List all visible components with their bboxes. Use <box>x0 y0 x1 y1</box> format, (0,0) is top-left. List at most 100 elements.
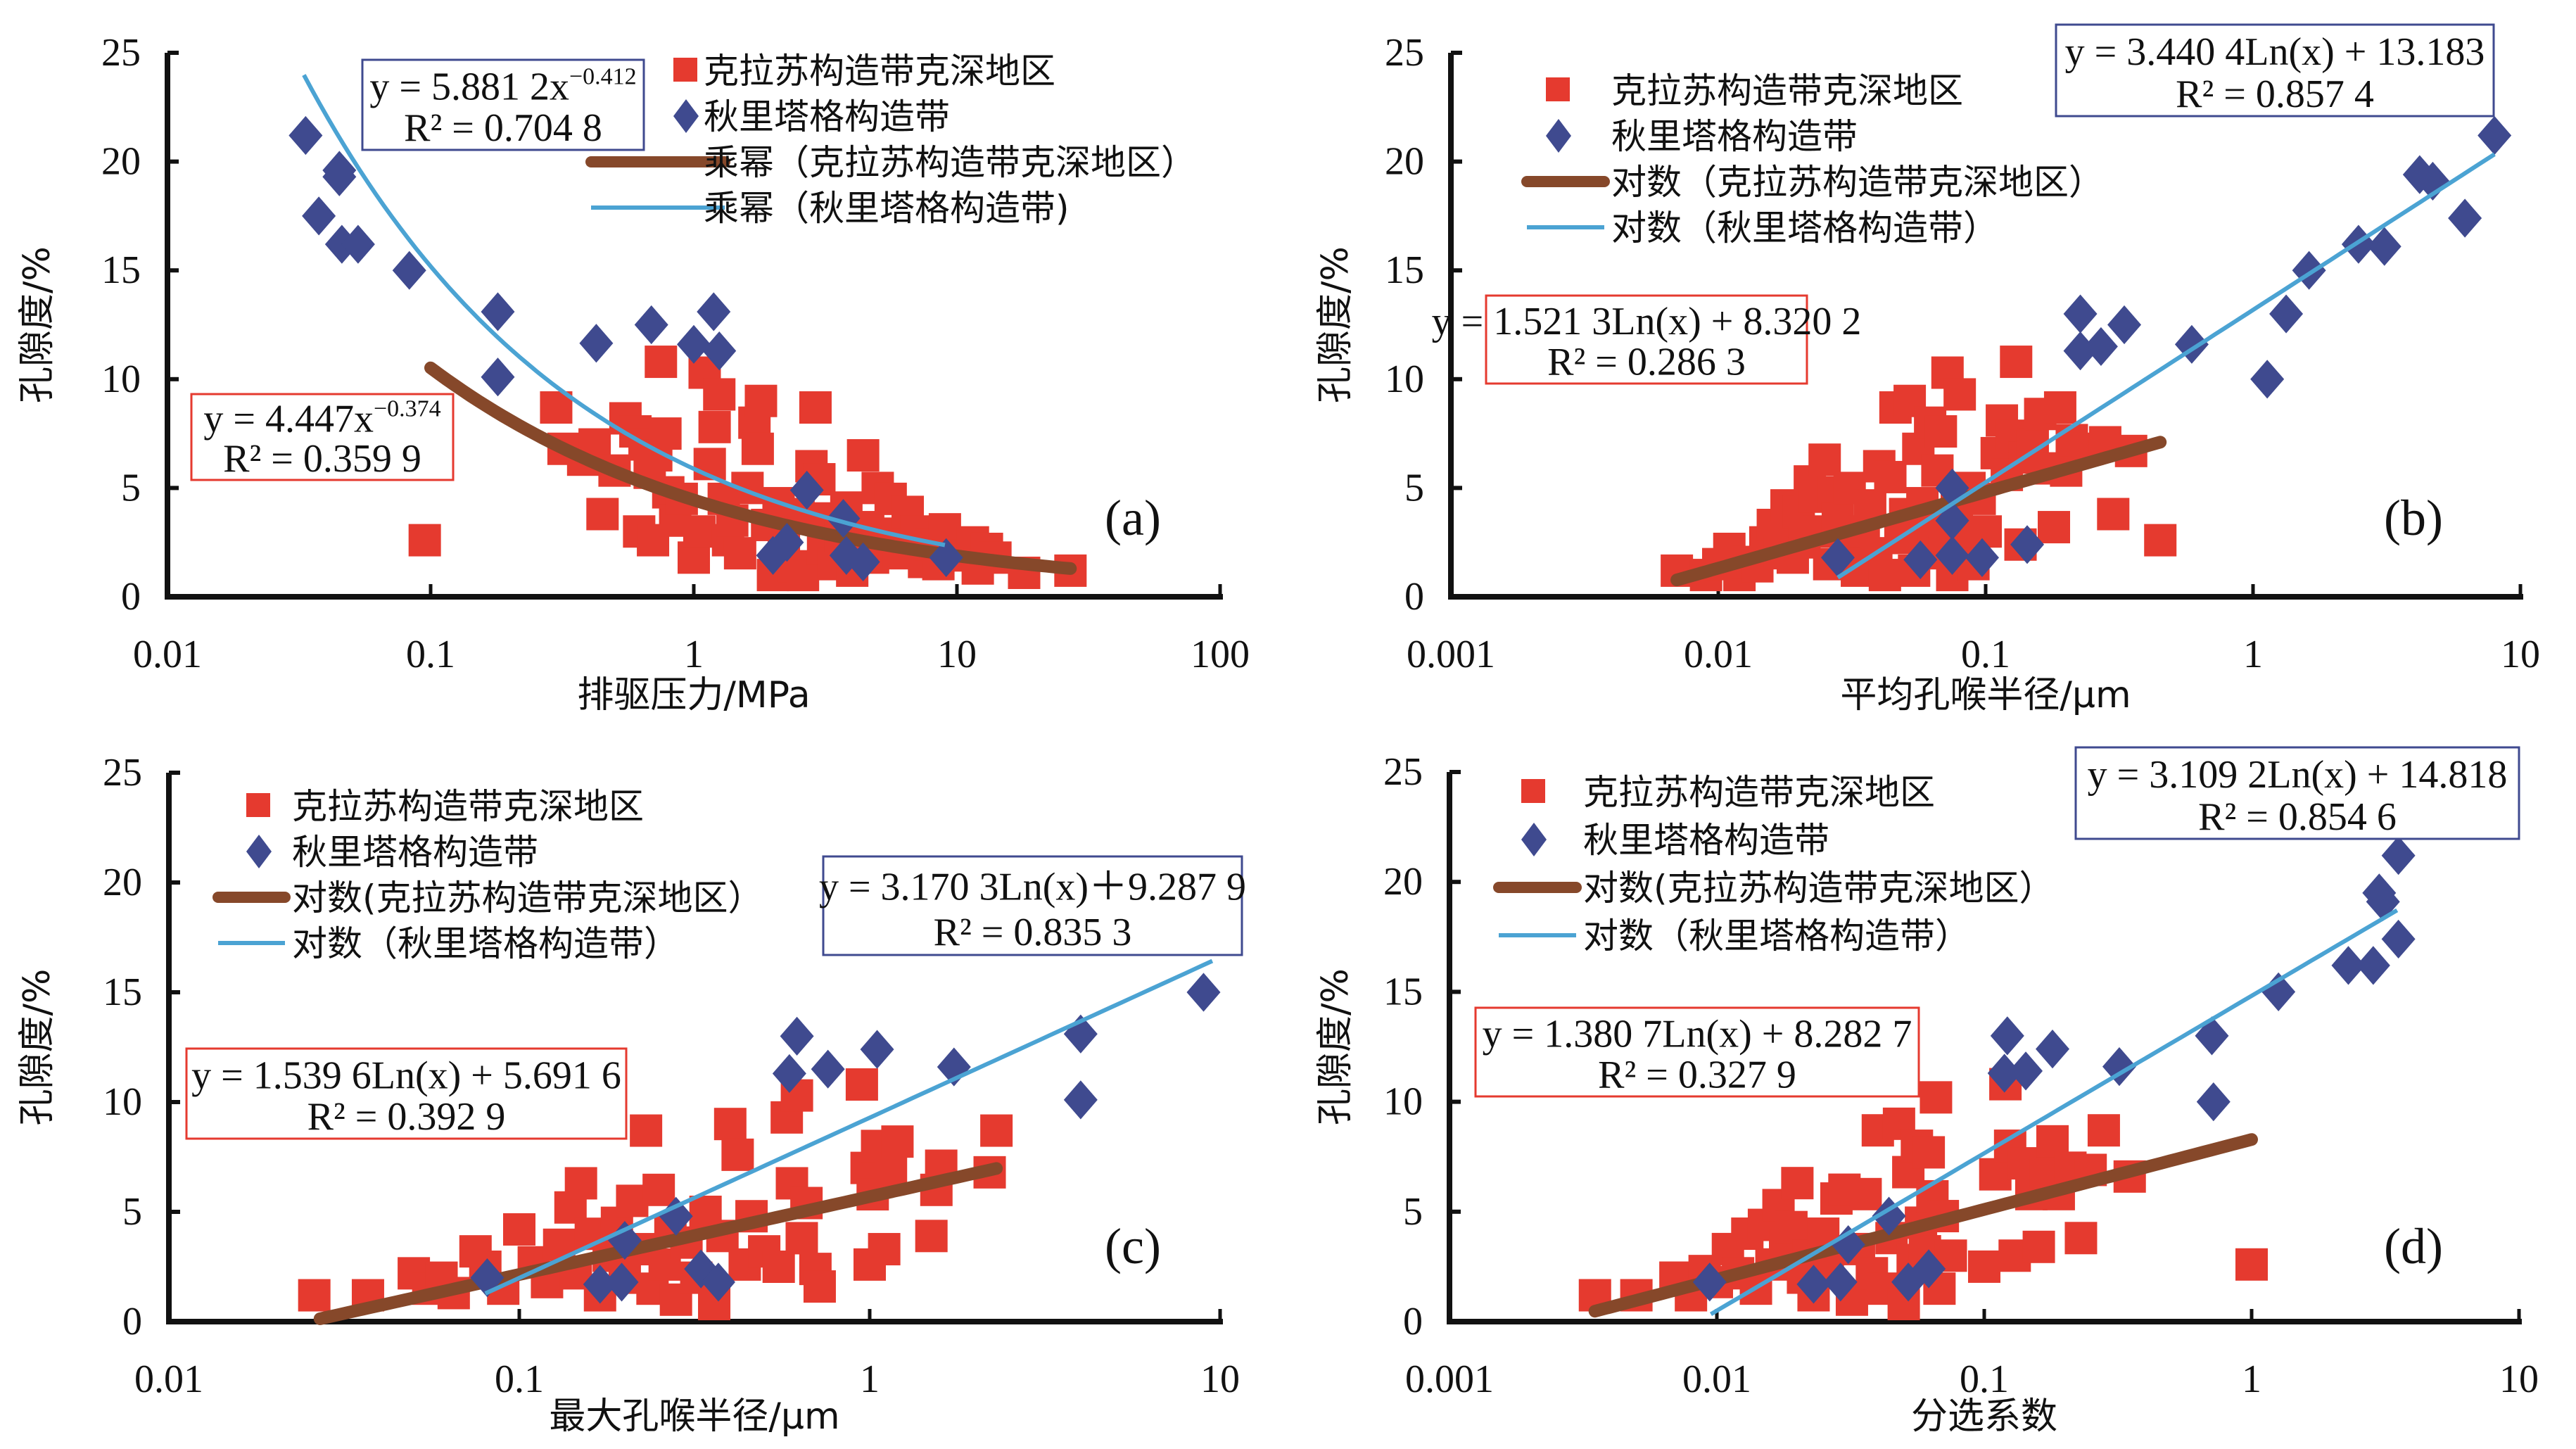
data-point-diamond <box>1935 501 1969 540</box>
r-squared-text: R² = 0.286 3 <box>1547 341 1746 384</box>
legend-label: 秋里塔格构造带 <box>292 832 538 873</box>
legend-label: 克拉苏构造带克深地区 <box>1583 772 1935 813</box>
data-point-square <box>698 410 731 443</box>
data-point-diamond <box>860 1030 894 1069</box>
data-point-diamond <box>322 157 357 196</box>
legend-label: 秋里塔格构造带 <box>1611 116 1858 157</box>
legend-marker-square <box>1546 77 1570 101</box>
data-point-diamond <box>2416 161 2450 201</box>
data-point-square <box>1924 415 1958 448</box>
data-point-diamond <box>701 1263 735 1302</box>
y-tick-label: 10 <box>103 1080 142 1124</box>
data-point-square <box>762 1251 795 1283</box>
x-tick-label: 0.01 <box>1682 1358 1751 1401</box>
data-point-diamond <box>2063 294 2098 334</box>
data-point-diamond <box>392 251 426 290</box>
y-tick-label: 25 <box>101 31 141 75</box>
panel-c: 0 5 10 15 20 25 0.01 0.1 1 10 孔隙度/% 最大孔喉半径/μm 克拉苏构造带… <box>16 751 1246 1438</box>
data-point-diamond <box>2107 305 2142 345</box>
data-point-square <box>1868 559 1901 592</box>
equation-box-red: y = 1.380 7Ln(x) + 8.282 7R² = 0.327 9 <box>1474 1006 1920 1098</box>
r-squared-text: R² = 0.857 4 <box>2176 72 2374 116</box>
trendline-red <box>1670 436 2167 587</box>
data-point-square <box>1943 378 1977 411</box>
data-point-diamond <box>846 542 880 582</box>
data-point-square <box>1775 1210 1808 1244</box>
legend-marker-diamond <box>246 835 272 868</box>
panel-label: (c) <box>1105 1218 1161 1274</box>
trendline-red <box>313 1162 1003 1325</box>
data-point-square <box>803 1270 836 1303</box>
equation-box-border <box>190 393 455 481</box>
data-point-diamond <box>607 1220 642 1260</box>
legend-label: 对数(克拉苏构造带克深地区） <box>292 878 763 918</box>
data-point-diamond <box>2402 155 2437 194</box>
data-point-diamond <box>481 357 515 397</box>
y-tick-label: 20 <box>1385 140 1424 184</box>
data-point-diamond <box>2269 294 2304 334</box>
x-tick-label: 1 <box>2243 633 2263 676</box>
legend-marker-diamond <box>1546 119 1571 153</box>
r-squared-text: R² = 0.854 6 <box>2198 795 2397 839</box>
trendline-blue <box>484 958 1214 1296</box>
data-point-square <box>1979 1158 2012 1191</box>
x-tick-label: 10 <box>2501 633 2540 676</box>
legend-marker-diamond <box>673 99 699 133</box>
trendline-blue <box>302 74 946 548</box>
x-tick-label: 10 <box>2499 1358 2539 1401</box>
data-point-diamond <box>1965 538 1999 577</box>
data-point-square <box>2144 524 2177 557</box>
data-point-square <box>642 1173 675 1206</box>
data-point-diamond <box>2250 360 2285 399</box>
data-point-diamond <box>2102 1047 2136 1087</box>
trendline-red <box>424 361 1077 575</box>
y-tick-label: 0 <box>1403 1300 1423 1343</box>
data-point-square <box>683 515 716 548</box>
data-point-diamond <box>2009 1051 2043 1091</box>
y-tick-label: 0 <box>122 1300 142 1343</box>
legend-label: 对数(克拉苏构造带克深地区） <box>1583 868 2055 909</box>
data-point-square <box>2043 391 2076 424</box>
data-point-square <box>845 1068 878 1101</box>
data-point-square <box>503 1213 535 1246</box>
x-tick-label: 0.001 <box>1407 633 1495 676</box>
r-squared-text: R² = 0.327 9 <box>1598 1053 1796 1096</box>
legend-label: 乘幂（克拉苏构造带克深地区） <box>704 142 1196 183</box>
data-point-diamond <box>2261 972 2296 1011</box>
data-point-diamond <box>756 536 790 575</box>
panel-d: 0 5 10 15 20 25 0.001 0.01 0.1 1 10 孔隙度/% 分选系数 克拉苏构造带… <box>1314 746 2539 1438</box>
x-tick-label: 1 <box>2242 1358 2261 1401</box>
x-axis-title: 分选系数 <box>1911 1396 2057 1438</box>
data-point-diamond <box>2010 525 2045 564</box>
equation-text: y = 1.539 6Ln(x) + 5.691 6 <box>191 1053 621 1097</box>
data-point-square <box>744 384 778 417</box>
data-point-diamond <box>2063 331 2098 371</box>
data-point-diamond <box>288 115 323 156</box>
y-tick-label: 25 <box>103 751 142 795</box>
data-point-diamond <box>1903 540 1938 580</box>
equation-text: y = 1.521 3Ln(x) + 8.320 2 <box>1432 300 1862 343</box>
legend-marker-square <box>673 58 697 82</box>
data-point-diamond <box>1692 1263 1727 1302</box>
y-tick-label: 15 <box>1385 248 1424 292</box>
data-point-square <box>564 1167 597 1200</box>
y-tick-label: 20 <box>1383 860 1423 904</box>
legend-label: 乘幂（秋里塔格构造带) <box>704 188 1070 229</box>
data-point-diamond <box>1987 1053 2022 1093</box>
data-point-diamond <box>702 331 737 371</box>
data-point-diamond <box>341 224 375 264</box>
data-point-diamond <box>579 324 614 363</box>
data-point-diamond <box>772 1053 806 1094</box>
x-tick-label: 0.01 <box>134 1358 203 1401</box>
legend-label: 对数（秋里塔格构造带） <box>1583 916 1970 956</box>
data-point-diamond <box>2381 919 2416 959</box>
panel-label: (b) <box>2384 490 2443 546</box>
data-point-square <box>799 391 832 424</box>
y-tick-label: 0 <box>121 575 141 619</box>
data-point-diamond <box>1891 1263 1926 1302</box>
data-point-diamond <box>302 196 336 236</box>
equation-text: y = 3.109 2Ln(x) + 14.818 <box>2088 753 2508 797</box>
